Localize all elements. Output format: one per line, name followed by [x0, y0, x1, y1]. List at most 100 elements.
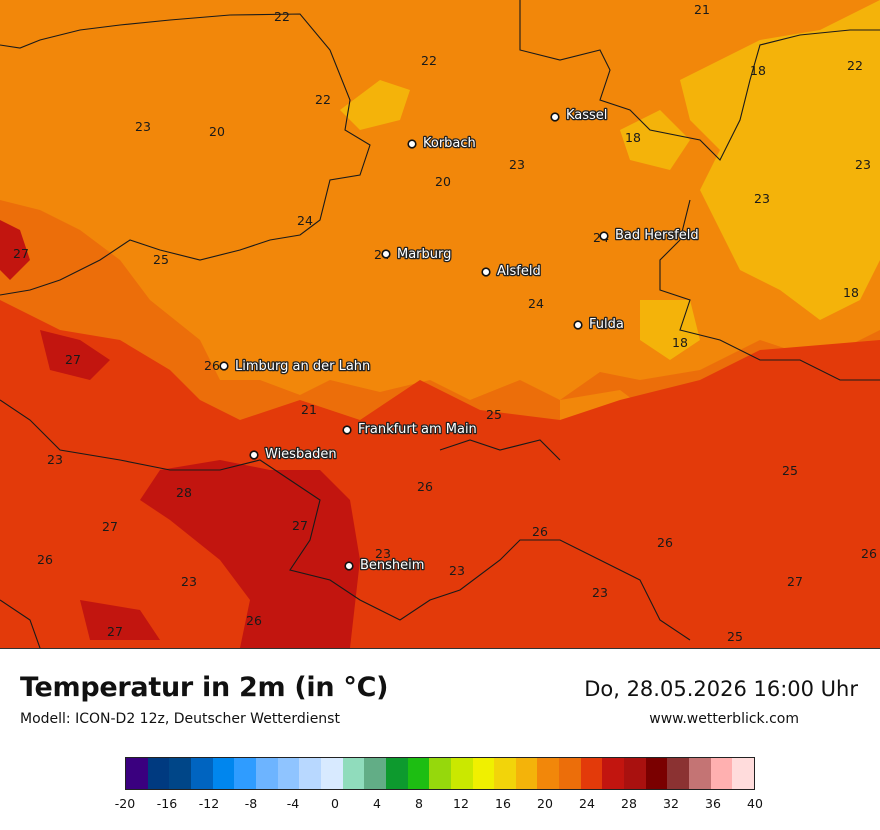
temp-label: 26 [532, 524, 548, 539]
city-marker-alsfeld [481, 267, 491, 277]
scale-tick-label: 0 [331, 796, 339, 811]
color-swatch [147, 758, 170, 789]
temp-label: 23 [181, 574, 197, 589]
scale-tick-label: -4 [286, 796, 300, 811]
color-swatch [320, 758, 343, 789]
color-swatch [190, 758, 213, 789]
temp-label: 27 [787, 574, 803, 589]
color-swatch [515, 758, 538, 789]
temp-label: 27 [292, 518, 308, 533]
scale-tick-label: 36 [705, 796, 721, 811]
temp-label: 18 [843, 285, 859, 300]
temp-label: 23 [449, 563, 465, 578]
borders [0, 0, 880, 648]
scale-tick-label: 8 [415, 796, 423, 811]
forecast-datetime: Do, 28.05.2026 16:00 Uhr [584, 677, 858, 701]
color-swatch [667, 758, 690, 789]
temperature-zone-27a [40, 330, 110, 380]
scale-tick-label: -12 [198, 796, 220, 811]
color-swatch [234, 758, 256, 789]
color-swatch [689, 758, 711, 789]
temp-label: 25 [727, 629, 743, 644]
temperature-zone-26 [0, 300, 880, 648]
city-marker-limburg [219, 361, 229, 371]
city-marker-frankfurt [342, 425, 352, 435]
color-swatch [126, 758, 148, 789]
temperature-zone-18d [340, 80, 410, 130]
temp-label: 27 [13, 246, 29, 261]
temp-label: 26 [861, 546, 877, 561]
color-swatch [342, 758, 365, 789]
color-swatch [385, 758, 408, 789]
color-swatch [645, 758, 668, 789]
temp-label: 18 [672, 335, 688, 350]
city-label-korbach: Korbach [423, 136, 476, 151]
city-marker-korbach [407, 139, 417, 149]
temp-label: 26 [37, 552, 53, 567]
color-swatch [364, 758, 386, 789]
temp-label: 22 [274, 9, 290, 24]
temperature-labels: 22 21 22 22 18 23 20 22 18 23 23 20 24 2… [13, 2, 877, 644]
temp-label: 25 [486, 407, 502, 422]
city-marker-bensheim [344, 561, 354, 571]
color-swatch [559, 758, 581, 789]
city-label-marburg: Marburg [397, 247, 451, 262]
temp-label: 18 [750, 63, 766, 78]
temp-label: 27 [65, 352, 81, 367]
city-label-kassel: Kassel [566, 108, 607, 123]
temp-label: 23 [754, 191, 770, 206]
temp-label: 23 [47, 452, 63, 467]
color-swatch [732, 758, 755, 789]
city-label-fulda: Fulda [589, 317, 624, 332]
temp-label: 22 [847, 58, 863, 73]
color-scale-ticks: -20 -16 -12 -8 -4 0 4 8 12 16 20 24 28 32 36 40 [0, 796, 880, 816]
city-markers: Kassel Korbach Marburg Alsfeld Bad Hersf… [219, 107, 700, 574]
temperature-zone-18b [620, 110, 690, 170]
scale-tick-label: -16 [156, 796, 178, 811]
city-marker-bad-hersfeld [599, 231, 609, 241]
temp-label: 25 [782, 463, 798, 478]
temp-label: 21 [694, 2, 710, 17]
temperature-zone-27c [80, 600, 160, 640]
color-swatch [580, 758, 603, 789]
color-swatch [602, 758, 625, 789]
color-swatch [710, 758, 733, 789]
temp-label: 26 [657, 535, 673, 550]
temp-label: 28 [176, 485, 192, 500]
temp-label: 26 [246, 613, 262, 628]
scale-tick-label: 20 [537, 796, 553, 811]
website-link[interactable]: www.wetterblick.com [649, 711, 799, 727]
color-swatch [624, 758, 646, 789]
city-marker-kassel [550, 112, 560, 122]
scale-tick-label: 4 [373, 796, 381, 811]
city-marker-fulda [573, 320, 583, 330]
temp-label: 23 [135, 119, 151, 134]
temp-label: 27 [107, 624, 123, 639]
temp-label: 24 [528, 296, 544, 311]
temperature-zone-18 [680, 0, 880, 320]
temp-label: 18 [625, 130, 641, 145]
color-swatch [299, 758, 321, 789]
city-label-wiesbaden: Wiesbaden [265, 447, 337, 462]
temp-label: 25 [153, 252, 169, 267]
scale-tick-label: 16 [495, 796, 511, 811]
temp-label: 22 [315, 92, 331, 107]
scale-tick-label: -20 [114, 796, 136, 811]
city-label-bad-hersfeld: Bad Hersfeld [615, 228, 699, 243]
temp-label: 23 [509, 157, 525, 172]
color-swatch [169, 758, 191, 789]
temp-label: 23 [855, 157, 871, 172]
scale-tick-label: 12 [453, 796, 469, 811]
city-label-limburg: Limburg an der Lahn [235, 359, 370, 374]
model-info: Modell: ICON-D2 12z, Deutscher Wetterdie… [20, 711, 340, 727]
map-title: Temperatur in 2m (in °C) [20, 672, 389, 703]
color-swatch [472, 758, 495, 789]
city-marker-wiesbaden [249, 450, 259, 460]
color-swatch [494, 758, 516, 789]
temp-label: 23 [592, 585, 608, 600]
temp-label: 22 [421, 53, 437, 68]
temp-label: 23 [375, 546, 391, 561]
scale-tick-label: -8 [244, 796, 258, 811]
city-marker-marburg [381, 249, 391, 259]
temp-label: 26 [417, 479, 433, 494]
